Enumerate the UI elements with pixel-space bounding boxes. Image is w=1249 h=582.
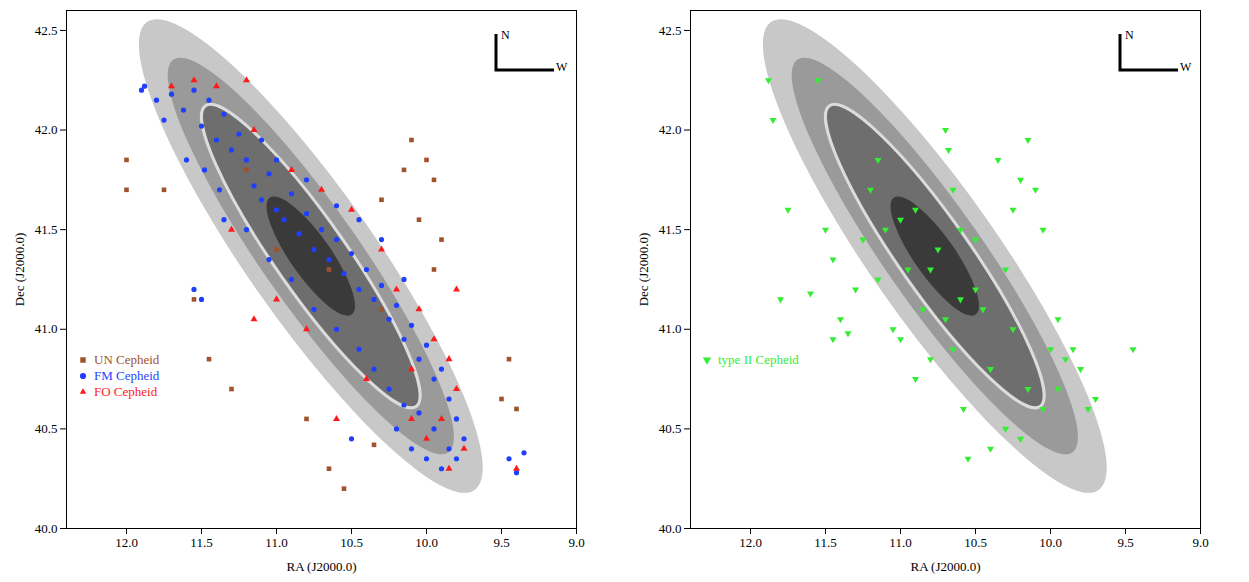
svg-text:10.0: 10.0 [415, 535, 438, 550]
svg-text:9.0: 9.0 [568, 535, 584, 550]
svg-text:40.5: 40.5 [659, 421, 682, 436]
html-text:FO Cepheid: FO Cepheid [94, 383, 158, 399]
html-text:W: W [1180, 60, 1192, 74]
svg-text:10.0: 10.0 [1039, 535, 1062, 550]
html-text:FM Cepheid: FM Cepheid [94, 367, 160, 383]
html-text:N: N [501, 28, 510, 42]
svg-text:9.0: 9.0 [1192, 535, 1208, 550]
svg-text:11.0: 11.0 [265, 535, 287, 550]
html-text:W: W [556, 60, 568, 74]
svg-text:Dec (J2000.0): Dec (J2000.0) [12, 233, 27, 307]
html-text:UN Cepheid: UN Cepheid [94, 351, 160, 367]
html-text:type II Cepheid: type II Cepheid [718, 351, 799, 367]
svg-text:42.0: 42.0 [659, 122, 682, 137]
svg-text:RA (J2000.0): RA (J2000.0) [286, 559, 356, 574]
svg-text:41.0: 41.0 [35, 321, 58, 336]
svg-text:12.0: 12.0 [115, 535, 138, 550]
svg-text:11.0: 11.0 [889, 535, 911, 550]
svg-text:11.5: 11.5 [814, 535, 836, 550]
svg-text:12.0: 12.0 [739, 535, 762, 550]
svg-text:Dec (J2000.0): Dec (J2000.0) [636, 233, 651, 307]
svg-text:9.5: 9.5 [493, 535, 509, 550]
svg-text:RA (J2000.0): RA (J2000.0) [910, 559, 980, 574]
svg-text:9.5: 9.5 [1117, 535, 1133, 550]
svg-text:42.0: 42.0 [35, 122, 58, 137]
svg-text:41.0: 41.0 [659, 321, 682, 336]
svg-text:42.5: 42.5 [35, 23, 58, 38]
svg-text:42.5: 42.5 [659, 23, 682, 38]
svg-text:40.0: 40.0 [35, 521, 58, 536]
svg-text:40.0: 40.0 [659, 521, 682, 536]
svg-text:40.5: 40.5 [35, 421, 58, 436]
svg-text:41.5: 41.5 [659, 222, 682, 237]
html-text:N: N [1125, 28, 1134, 42]
svg-text:41.5: 41.5 [35, 222, 58, 237]
svg-text:10.5: 10.5 [964, 535, 987, 550]
svg-text:11.5: 11.5 [190, 535, 212, 550]
svg-text:10.5: 10.5 [340, 535, 363, 550]
